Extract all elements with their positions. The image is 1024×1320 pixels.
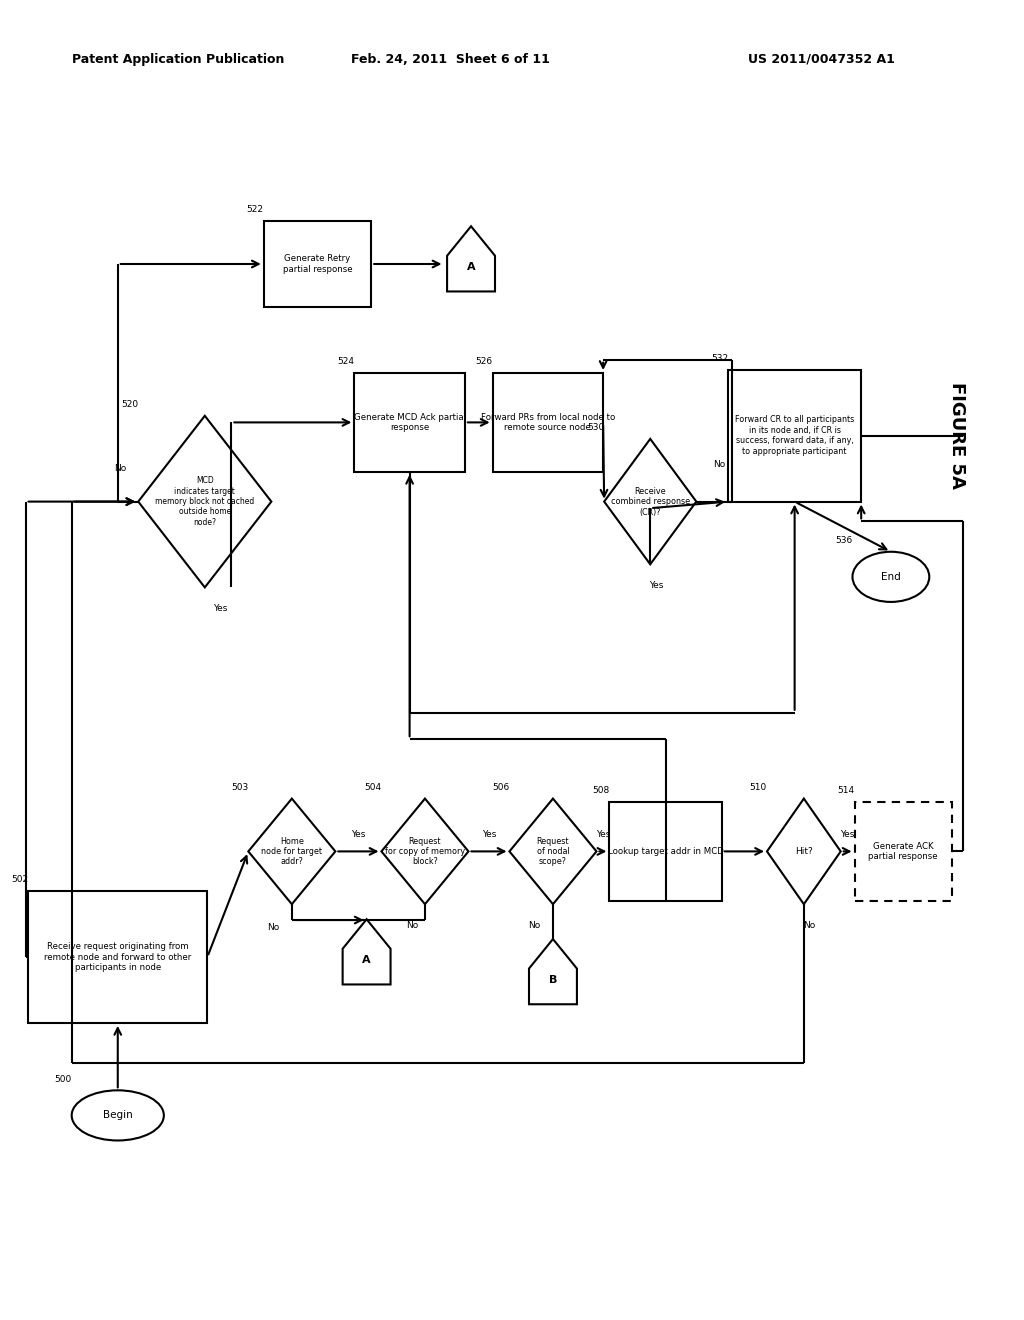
Text: Generate Retry
partial response: Generate Retry partial response: [283, 255, 352, 273]
Text: 532: 532: [711, 354, 728, 363]
Text: 524: 524: [337, 358, 354, 366]
Text: MCD
indicates target
memory block not cached
outside home
node?: MCD indicates target memory block not ca…: [156, 477, 254, 527]
Text: 522: 522: [247, 206, 264, 214]
Bar: [354, 372, 465, 471]
Text: Request
for copy of memory
block?: Request for copy of memory block?: [385, 837, 465, 866]
Text: End: End: [881, 572, 901, 582]
Bar: [728, 370, 861, 502]
Text: Generate ACK
partial response: Generate ACK partial response: [868, 842, 938, 861]
Polygon shape: [447, 226, 495, 292]
Text: Request
of nodal
scope?: Request of nodal scope?: [537, 837, 569, 866]
Text: 506: 506: [493, 783, 510, 792]
Text: Yes: Yes: [649, 581, 664, 590]
Text: 536: 536: [836, 536, 852, 545]
Text: Forward PRs from local node to
remote source node: Forward PRs from local node to remote so…: [480, 413, 615, 432]
Text: Yes: Yes: [841, 830, 855, 838]
Text: 514: 514: [838, 787, 854, 795]
Text: 510: 510: [750, 783, 767, 792]
Polygon shape: [343, 919, 390, 985]
Text: No: No: [114, 465, 126, 473]
Text: Yes: Yes: [351, 830, 366, 838]
Text: 530: 530: [587, 424, 604, 433]
Text: Feb. 24, 2011  Sheet 6 of 11: Feb. 24, 2011 Sheet 6 of 11: [351, 53, 550, 66]
Text: 500: 500: [54, 1074, 72, 1084]
Text: Yes: Yes: [213, 605, 227, 612]
Text: 504: 504: [365, 783, 381, 792]
Text: Yes: Yes: [596, 830, 610, 838]
Text: 503: 503: [231, 783, 248, 792]
Text: No: No: [713, 461, 725, 469]
Text: US 2011/0047352 A1: US 2011/0047352 A1: [748, 53, 894, 66]
Text: Home
node for target
addr?: Home node for target addr?: [261, 837, 323, 866]
Text: A: A: [362, 954, 371, 965]
Text: No: No: [528, 921, 541, 929]
Text: 502: 502: [11, 875, 29, 884]
Bar: [493, 372, 603, 471]
Text: Receive request originating from
remote node and forward to other
participants i: Receive request originating from remote …: [44, 942, 191, 972]
Text: 526: 526: [475, 358, 493, 366]
Text: Lookup target addr in MCD: Lookup target addr in MCD: [607, 847, 724, 855]
Text: 508: 508: [592, 787, 609, 795]
Text: Receive
combined response
(CR)?: Receive combined response (CR)?: [610, 487, 690, 516]
Text: FIGURE 5A: FIGURE 5A: [948, 383, 967, 488]
Text: Generate MCD Ack partial
response: Generate MCD Ack partial response: [353, 413, 466, 432]
Text: No: No: [407, 921, 419, 929]
Bar: [29, 891, 207, 1023]
Text: Yes: Yes: [481, 830, 497, 838]
Text: A: A: [467, 261, 475, 272]
Polygon shape: [529, 939, 577, 1005]
Text: No: No: [267, 924, 280, 932]
Bar: [264, 220, 371, 306]
Bar: [609, 801, 722, 900]
Text: Patent Application Publication: Patent Application Publication: [72, 53, 284, 66]
Text: 520: 520: [121, 400, 138, 409]
Text: Forward CR to all participants
in its node and, if CR is
success, forward data, : Forward CR to all participants in its no…: [735, 416, 854, 455]
Text: Begin: Begin: [102, 1110, 133, 1121]
Text: No: No: [803, 921, 815, 929]
Text: Hit?: Hit?: [795, 847, 813, 855]
Bar: [854, 801, 952, 900]
Text: B: B: [549, 974, 557, 985]
